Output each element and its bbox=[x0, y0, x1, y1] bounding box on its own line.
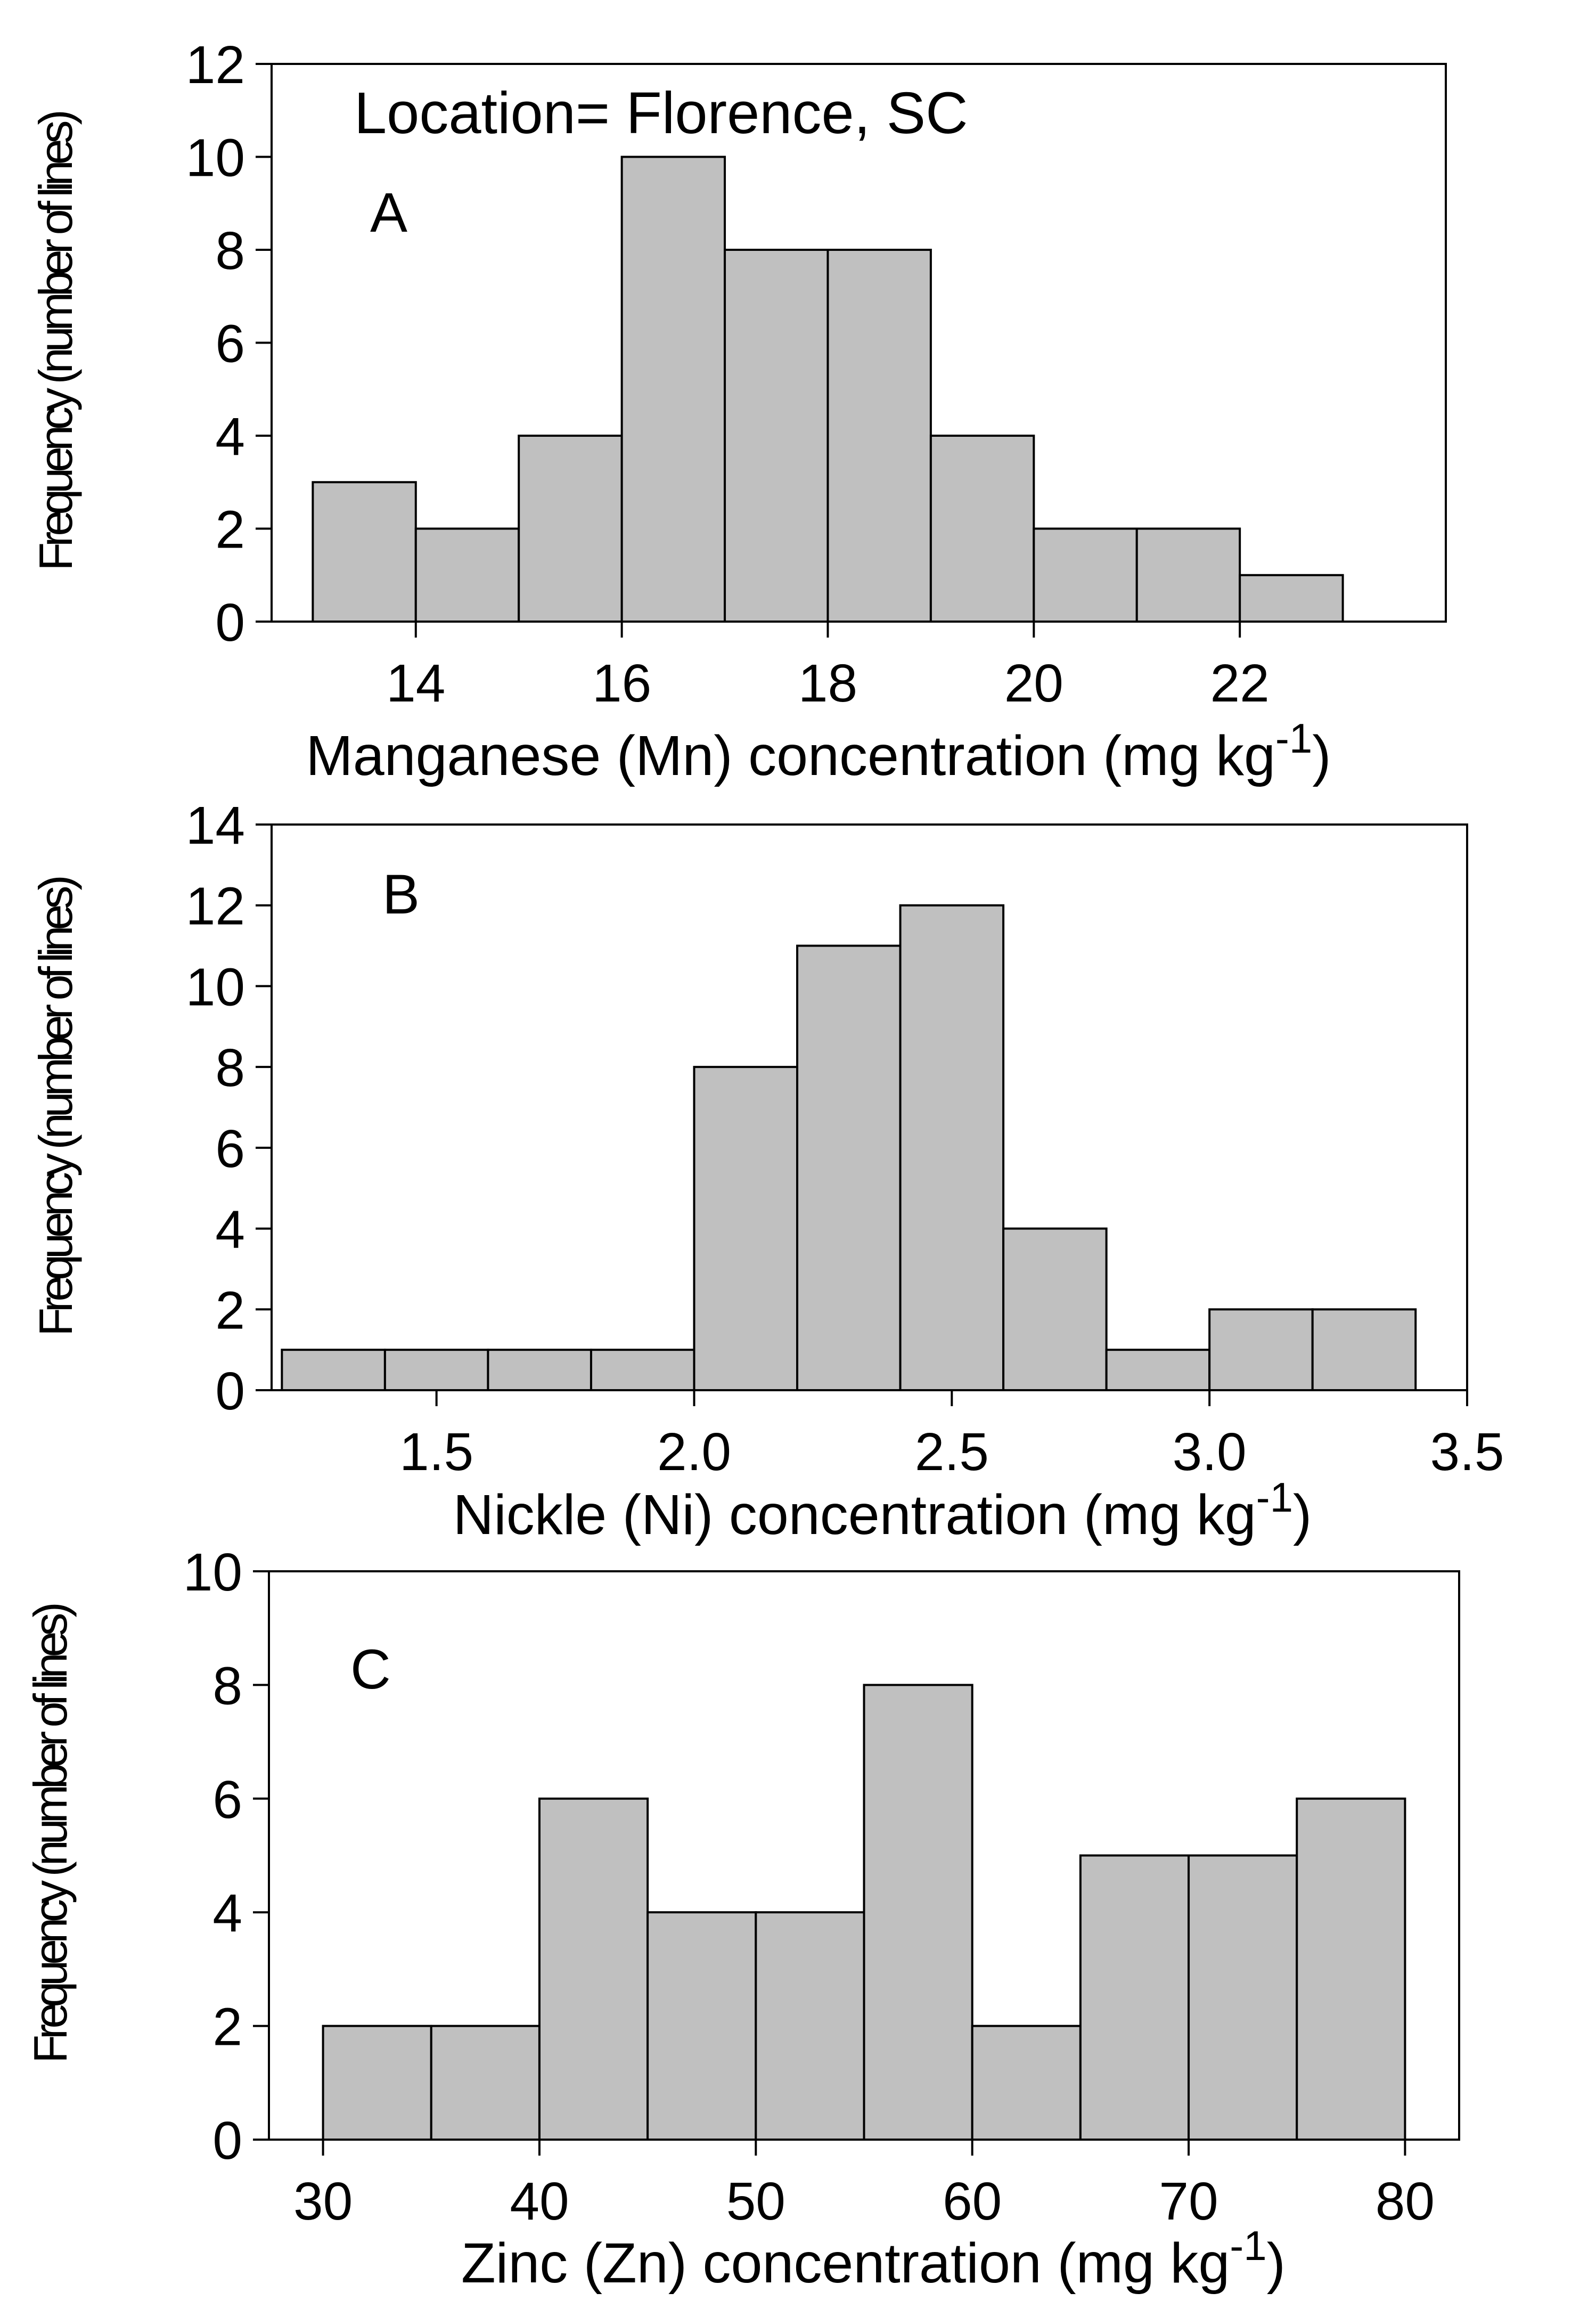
panel-c-x-axis-label-sup: -1 bbox=[1230, 2222, 1266, 2269]
panel-c-bar-4 bbox=[755, 1911, 865, 2141]
panel-a-x-tick-label-1: 16 bbox=[592, 654, 651, 713]
panel-a-y-tick-label-4: 8 bbox=[215, 221, 245, 281]
panel-a-bar-4 bbox=[724, 249, 829, 623]
panel-a-bar-7 bbox=[1033, 527, 1138, 623]
panel-c-x-axis-label-main: Zinc (Zn) concentration (mg kg bbox=[461, 2232, 1230, 2295]
panel-b-bar-9 bbox=[1208, 1308, 1314, 1391]
panel-b-bar-5 bbox=[796, 944, 902, 1391]
panel-c-bar-5 bbox=[863, 1684, 973, 2141]
panel-a-x-tick-label-2: 18 bbox=[798, 654, 857, 713]
panel-a-bar-5 bbox=[826, 249, 932, 623]
panel-c-y-tick-label-4: 8 bbox=[212, 1656, 242, 1716]
panel-b-bars bbox=[281, 904, 1417, 1392]
panel-a-x-axis-label: Manganese (Mn) concentration (mg kg-1) bbox=[306, 715, 1331, 787]
panel-a-y-tick-label-1: 2 bbox=[215, 500, 245, 560]
panel-c-bar-6 bbox=[971, 2025, 1082, 2141]
panel-a-x-axis-label-sup: -1 bbox=[1275, 715, 1312, 762]
panel-c-y-tick-label-3: 6 bbox=[212, 1770, 242, 1830]
panel-c-x-tick-label-5: 80 bbox=[1376, 2172, 1435, 2231]
panel-a-y-tick-label-5: 10 bbox=[186, 128, 245, 188]
panel-b-x-axis-label: Nickle (Ni) concentration (mg kg-1) bbox=[453, 1474, 1312, 1546]
panel-b-y-tick-label-6: 12 bbox=[186, 877, 245, 936]
panel-a-bar-6 bbox=[929, 435, 1035, 623]
panel-a-bar-0 bbox=[312, 481, 417, 623]
panel-c-y-tick-label-2: 4 bbox=[212, 1883, 242, 1943]
panel-a-y-tick-label-6: 12 bbox=[186, 35, 245, 95]
panel-c-bar-2 bbox=[538, 1797, 649, 2141]
panel-b-x-axis-label-main: Nickle (Ni) concentration (mg kg bbox=[453, 1483, 1256, 1546]
panel-c-y-axis-label: Frequency (number of lines) bbox=[24, 1605, 77, 2063]
panel-c-bar-7 bbox=[1079, 1854, 1190, 2141]
panel-b-bar-10 bbox=[1311, 1308, 1417, 1391]
panel-b-y-tick-label-2: 4 bbox=[215, 1200, 245, 1260]
panel-c-bar-9 bbox=[1296, 1797, 1406, 2141]
panel-a-x-axis-label-close: ) bbox=[1312, 724, 1331, 787]
panel-b-bar-2 bbox=[487, 1349, 592, 1391]
panel-b-x-tick-label-0: 1.5 bbox=[399, 1422, 473, 1482]
panel-b-y-tick-label-0: 0 bbox=[215, 1361, 245, 1421]
panel-b-bar-0 bbox=[281, 1349, 386, 1391]
panel-a-x-tick-label-4: 22 bbox=[1210, 654, 1270, 713]
panel-a-letter: A bbox=[370, 182, 407, 244]
panel-c-x-tick-label-3: 60 bbox=[943, 2172, 1002, 2231]
panel-a-x-tick-label-0: 14 bbox=[386, 654, 445, 713]
panel-a-bar-2 bbox=[518, 435, 623, 623]
panel-a-y-axis-label: Frequency (number of lines) bbox=[29, 112, 82, 571]
panel-b-bar-7 bbox=[1002, 1227, 1108, 1392]
panel-b-x-axis-label-sup: -1 bbox=[1256, 1474, 1293, 1521]
panel-c-x-tick-label-1: 40 bbox=[510, 2172, 569, 2231]
panel-c-y-tick-label-0: 0 bbox=[212, 2111, 242, 2171]
panel-c-x-axis-label: Zinc (Zn) concentration (mg kg-1) bbox=[461, 2222, 1286, 2295]
panel-b-y-tick-label-4: 8 bbox=[215, 1038, 245, 1098]
panel-c-y-tick-label-1: 2 bbox=[212, 1997, 242, 2057]
panel-b-x-tick-label-1: 2.0 bbox=[657, 1422, 731, 1482]
panel-a-bar-3 bbox=[620, 156, 726, 623]
location-label: Location= Florence, SC bbox=[354, 80, 968, 146]
panel-a-y-tick-label-2: 4 bbox=[215, 407, 245, 467]
panel-c-x-tick-label-0: 30 bbox=[293, 2172, 353, 2231]
panel-a-bar-1 bbox=[414, 527, 520, 623]
panel-c-bar-3 bbox=[646, 1911, 757, 2141]
panel-b-bar-6 bbox=[899, 904, 1005, 1391]
panel-b-y-axis-label: Frequency (number of lines) bbox=[29, 878, 82, 1336]
panel-a-bar-9 bbox=[1239, 574, 1344, 623]
panel-b-y-tick-label-3: 6 bbox=[215, 1119, 245, 1179]
panel-b-bar-1 bbox=[383, 1349, 489, 1391]
panel-c-bar-8 bbox=[1188, 1854, 1298, 2141]
panel-a-y-tick-label-3: 6 bbox=[215, 314, 245, 374]
panel-b-x-tick-label-2: 2.5 bbox=[915, 1422, 989, 1482]
panel-c-letter: C bbox=[350, 1638, 391, 1701]
panel-a-bar-8 bbox=[1135, 527, 1241, 623]
panel-c-bar-0 bbox=[322, 2025, 432, 2141]
panel-c-axes: 0 2 4 6 8 10 30 40 50 60 70 80 bbox=[183, 1543, 1435, 2231]
panel-c-x-axis-label-close: ) bbox=[1267, 2232, 1286, 2295]
panel-c-x-tick-label-4: 70 bbox=[1159, 2172, 1218, 2231]
panel-b-bar-3 bbox=[590, 1349, 695, 1391]
panel-c-bars bbox=[322, 1684, 1406, 2141]
panel-b-letter: B bbox=[382, 863, 420, 926]
panel-b-axes: 0 2 4 6 8 10 12 14 1.5 2.0 2.5 3.0 3.5 bbox=[186, 796, 1504, 1482]
panel-b-bar-4 bbox=[693, 1066, 799, 1391]
panel-c: 0 2 4 6 8 10 30 40 50 60 70 80 C Frequency (number … bbox=[24, 1543, 1460, 2295]
panel-a-axes: 0 2 4 6 8 10 12 14 16 18 20 22 bbox=[186, 35, 1270, 713]
panel-b-x-tick-label-4: 3.5 bbox=[1430, 1422, 1504, 1482]
panel-a: 0 2 4 6 8 10 12 14 16 18 20 22 Location= Florence, … bbox=[29, 35, 1447, 787]
panel-b-bar-8 bbox=[1105, 1349, 1211, 1391]
panel-b: 0 2 4 6 8 10 12 14 1.5 2.0 2.5 3.0 3.5 B Frequency (… bbox=[29, 796, 1504, 1546]
panel-c-bar-1 bbox=[430, 2025, 541, 2141]
panel-c-x-tick-label-2: 50 bbox=[726, 2172, 785, 2231]
panel-b-y-tick-label-7: 14 bbox=[186, 796, 245, 855]
panel-b-y-tick-label-5: 10 bbox=[186, 957, 245, 1017]
panel-c-y-tick-label-5: 10 bbox=[183, 1543, 242, 1602]
panel-a-bars bbox=[312, 156, 1344, 623]
panel-a-x-axis-label-main: Manganese (Mn) concentration (mg kg bbox=[306, 724, 1275, 787]
panel-b-x-axis-label-close: ) bbox=[1293, 1483, 1312, 1546]
panel-b-y-tick-label-1: 2 bbox=[215, 1280, 245, 1340]
panel-b-x-tick-label-3: 3.0 bbox=[1173, 1422, 1247, 1482]
panel-a-y-tick-label-0: 0 bbox=[215, 593, 245, 652]
panel-a-x-tick-label-3: 20 bbox=[1004, 654, 1063, 713]
